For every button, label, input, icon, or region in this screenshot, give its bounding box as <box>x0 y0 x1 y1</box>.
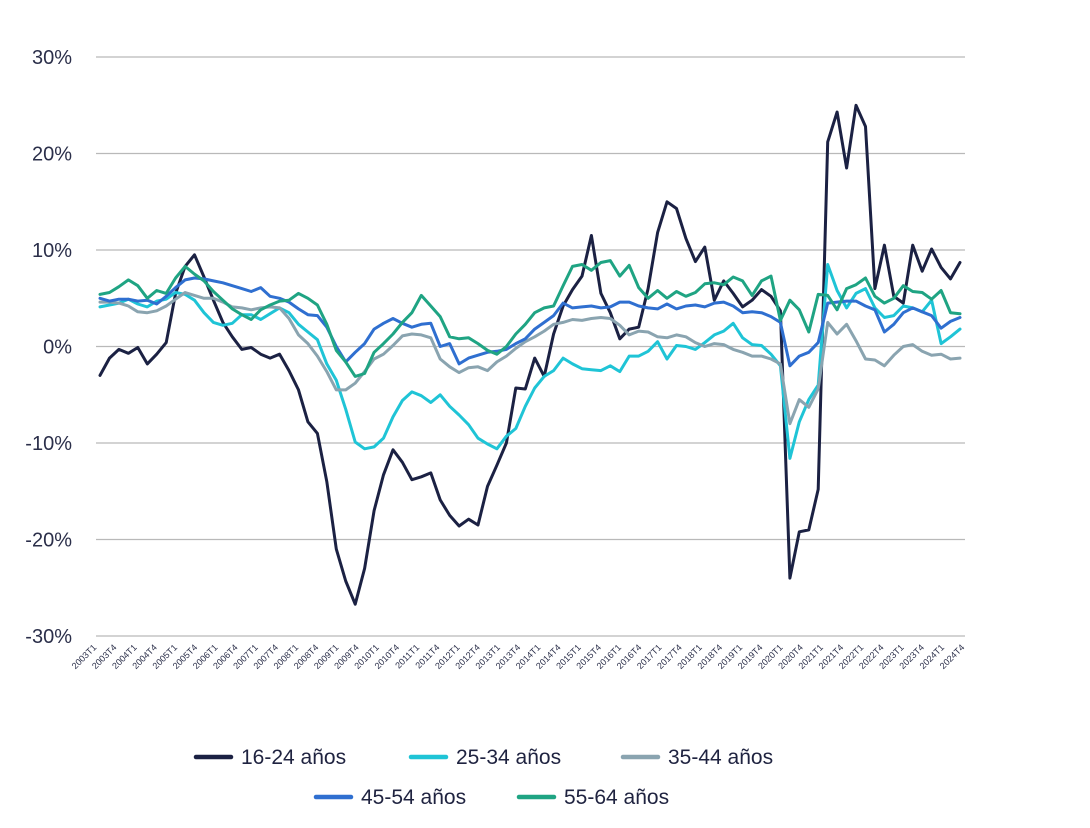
x-axis-ticks: 2003T12003T42004T12004T42005T12005T42006… <box>70 642 967 671</box>
y-tick-label: 20% <box>32 144 72 166</box>
legend-label: 25-34 años <box>456 746 561 769</box>
y-tick-label: 10% <box>32 240 72 262</box>
legend-item-2: 25-34 años <box>408 746 561 769</box>
y-tick-label: -20% <box>25 530 72 552</box>
y-tick-label: 0% <box>43 337 72 359</box>
series-line-2 <box>98 263 962 460</box>
legend-item-5: 55-64 años <box>516 786 669 809</box>
legend-item-3: 35-44 años <box>620 746 773 769</box>
legend-item-1: 16-24 años <box>193 746 346 769</box>
y-axis-ticks: 30% 20% 10% 0% -10% -20% -30% <box>25 47 72 648</box>
legend-item-4: 45-54 años <box>313 786 466 809</box>
y-tick-label: -30% <box>25 626 72 648</box>
series-line-3 <box>98 291 962 426</box>
series-line-5 <box>98 259 962 378</box>
series-line-1 <box>98 103 962 606</box>
legend-label: 16-24 años <box>241 746 346 769</box>
grid-lines <box>96 56 965 637</box>
series-lines <box>98 103 962 606</box>
legend-label: 45-54 años <box>361 786 466 809</box>
legend: 16-24 años 25-34 años 35-44 años 45-54 años… <box>193 746 773 809</box>
legend-label: 55-64 años <box>564 786 669 809</box>
legend-label: 35-44 años <box>668 746 773 769</box>
y-tick-label: 30% <box>32 47 72 69</box>
y-tick-label: -10% <box>25 433 72 455</box>
series-line-4 <box>98 276 962 368</box>
